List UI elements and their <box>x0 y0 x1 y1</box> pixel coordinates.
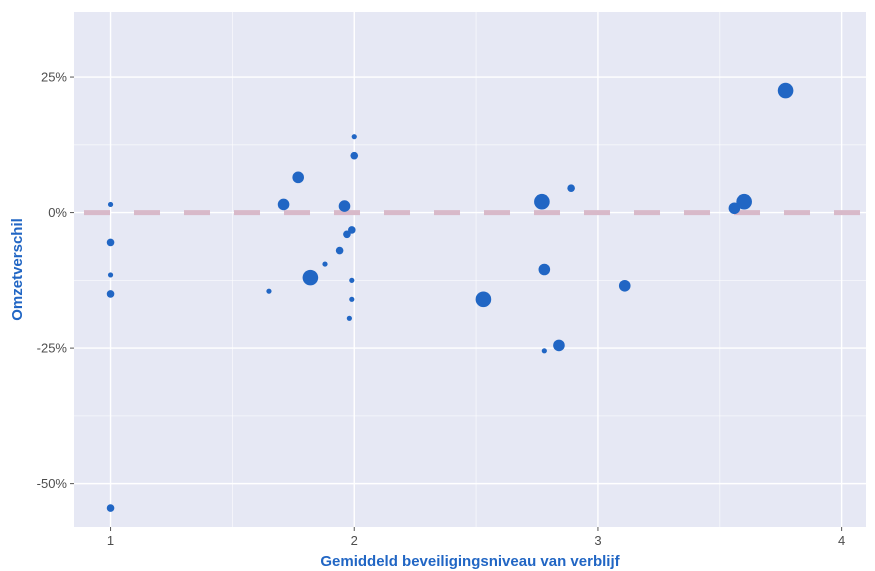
data-point <box>322 261 328 267</box>
y-tick-label: -25% <box>37 341 68 356</box>
data-point <box>351 134 357 140</box>
data-point <box>292 171 304 184</box>
data-point <box>475 291 492 308</box>
data-point <box>534 193 550 210</box>
data-point <box>106 238 115 247</box>
minor-grid <box>74 12 866 527</box>
data-point <box>107 201 114 208</box>
data-point <box>106 290 115 298</box>
x-axis-ticks: 1 2 3 4 <box>107 527 845 548</box>
data-point <box>567 184 575 192</box>
x-tick-label: 3 <box>594 533 601 548</box>
data-point <box>106 504 115 512</box>
x-tick-label: 2 <box>351 533 358 548</box>
data-point <box>553 339 565 352</box>
data-point <box>777 82 794 99</box>
data-point <box>349 296 355 302</box>
data-point <box>538 263 551 276</box>
data-points <box>106 82 794 512</box>
data-point <box>350 151 359 160</box>
data-point <box>266 288 272 294</box>
data-point <box>107 272 114 278</box>
data-point <box>338 200 351 212</box>
x-axis-title: Gemiddeld beveiligingsniveau van verblij… <box>320 553 620 570</box>
y-tick-label: 25% <box>41 70 67 85</box>
y-axis-ticks: 25% 0% -25% -50% <box>37 70 74 491</box>
data-point <box>618 279 631 292</box>
data-point <box>349 277 355 283</box>
data-point <box>343 230 351 239</box>
data-point <box>348 226 356 234</box>
x-tick-label: 1 <box>107 533 114 548</box>
data-point <box>302 269 319 286</box>
y-tick-label: -50% <box>37 476 68 491</box>
data-point <box>277 198 290 211</box>
data-point <box>736 193 752 210</box>
data-point <box>346 315 352 321</box>
plot-panel <box>74 12 866 527</box>
data-point <box>541 348 547 354</box>
y-axis-title: Omzetverschil <box>9 218 26 321</box>
y-tick-label: 0% <box>48 205 67 220</box>
x-tick-label: 4 <box>838 533 845 548</box>
data-point <box>335 246 344 255</box>
